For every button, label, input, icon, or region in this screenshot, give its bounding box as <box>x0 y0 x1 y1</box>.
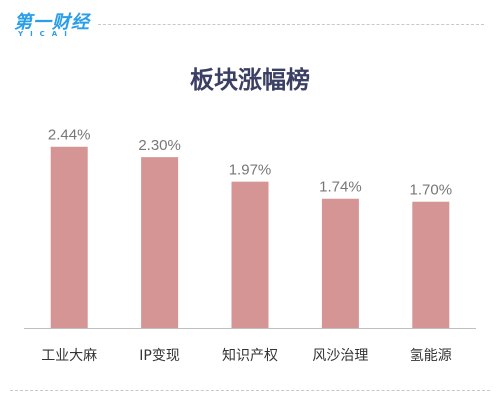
chart-title: 板块涨幅榜 <box>190 66 310 94</box>
bar <box>141 157 179 328</box>
data-label: 1.70% <box>410 182 453 199</box>
x-tick-label: 氢能源 <box>410 348 452 364</box>
bar <box>50 146 88 328</box>
brand-logo: 第一财经 YICAI <box>14 8 92 42</box>
bar <box>412 201 450 328</box>
bar <box>321 198 359 328</box>
brand-logo-subtext: YICAI <box>18 30 74 38</box>
brand-logo-text: 第一财经 <box>14 12 90 33</box>
bottom-divider <box>10 390 490 391</box>
top-divider <box>98 24 484 25</box>
data-label: 2.44% <box>48 127 91 144</box>
x-tick-label: IP变现 <box>139 348 180 364</box>
bar <box>231 181 269 328</box>
x-tick-label: 知识产权 <box>222 347 278 364</box>
data-label: 1.97% <box>229 162 272 179</box>
x-tick-label: 工业大麻 <box>41 348 97 364</box>
data-label: 1.74% <box>319 179 362 196</box>
x-tick-label: 风沙治理 <box>312 348 368 364</box>
data-label: 2.30% <box>138 137 181 154</box>
